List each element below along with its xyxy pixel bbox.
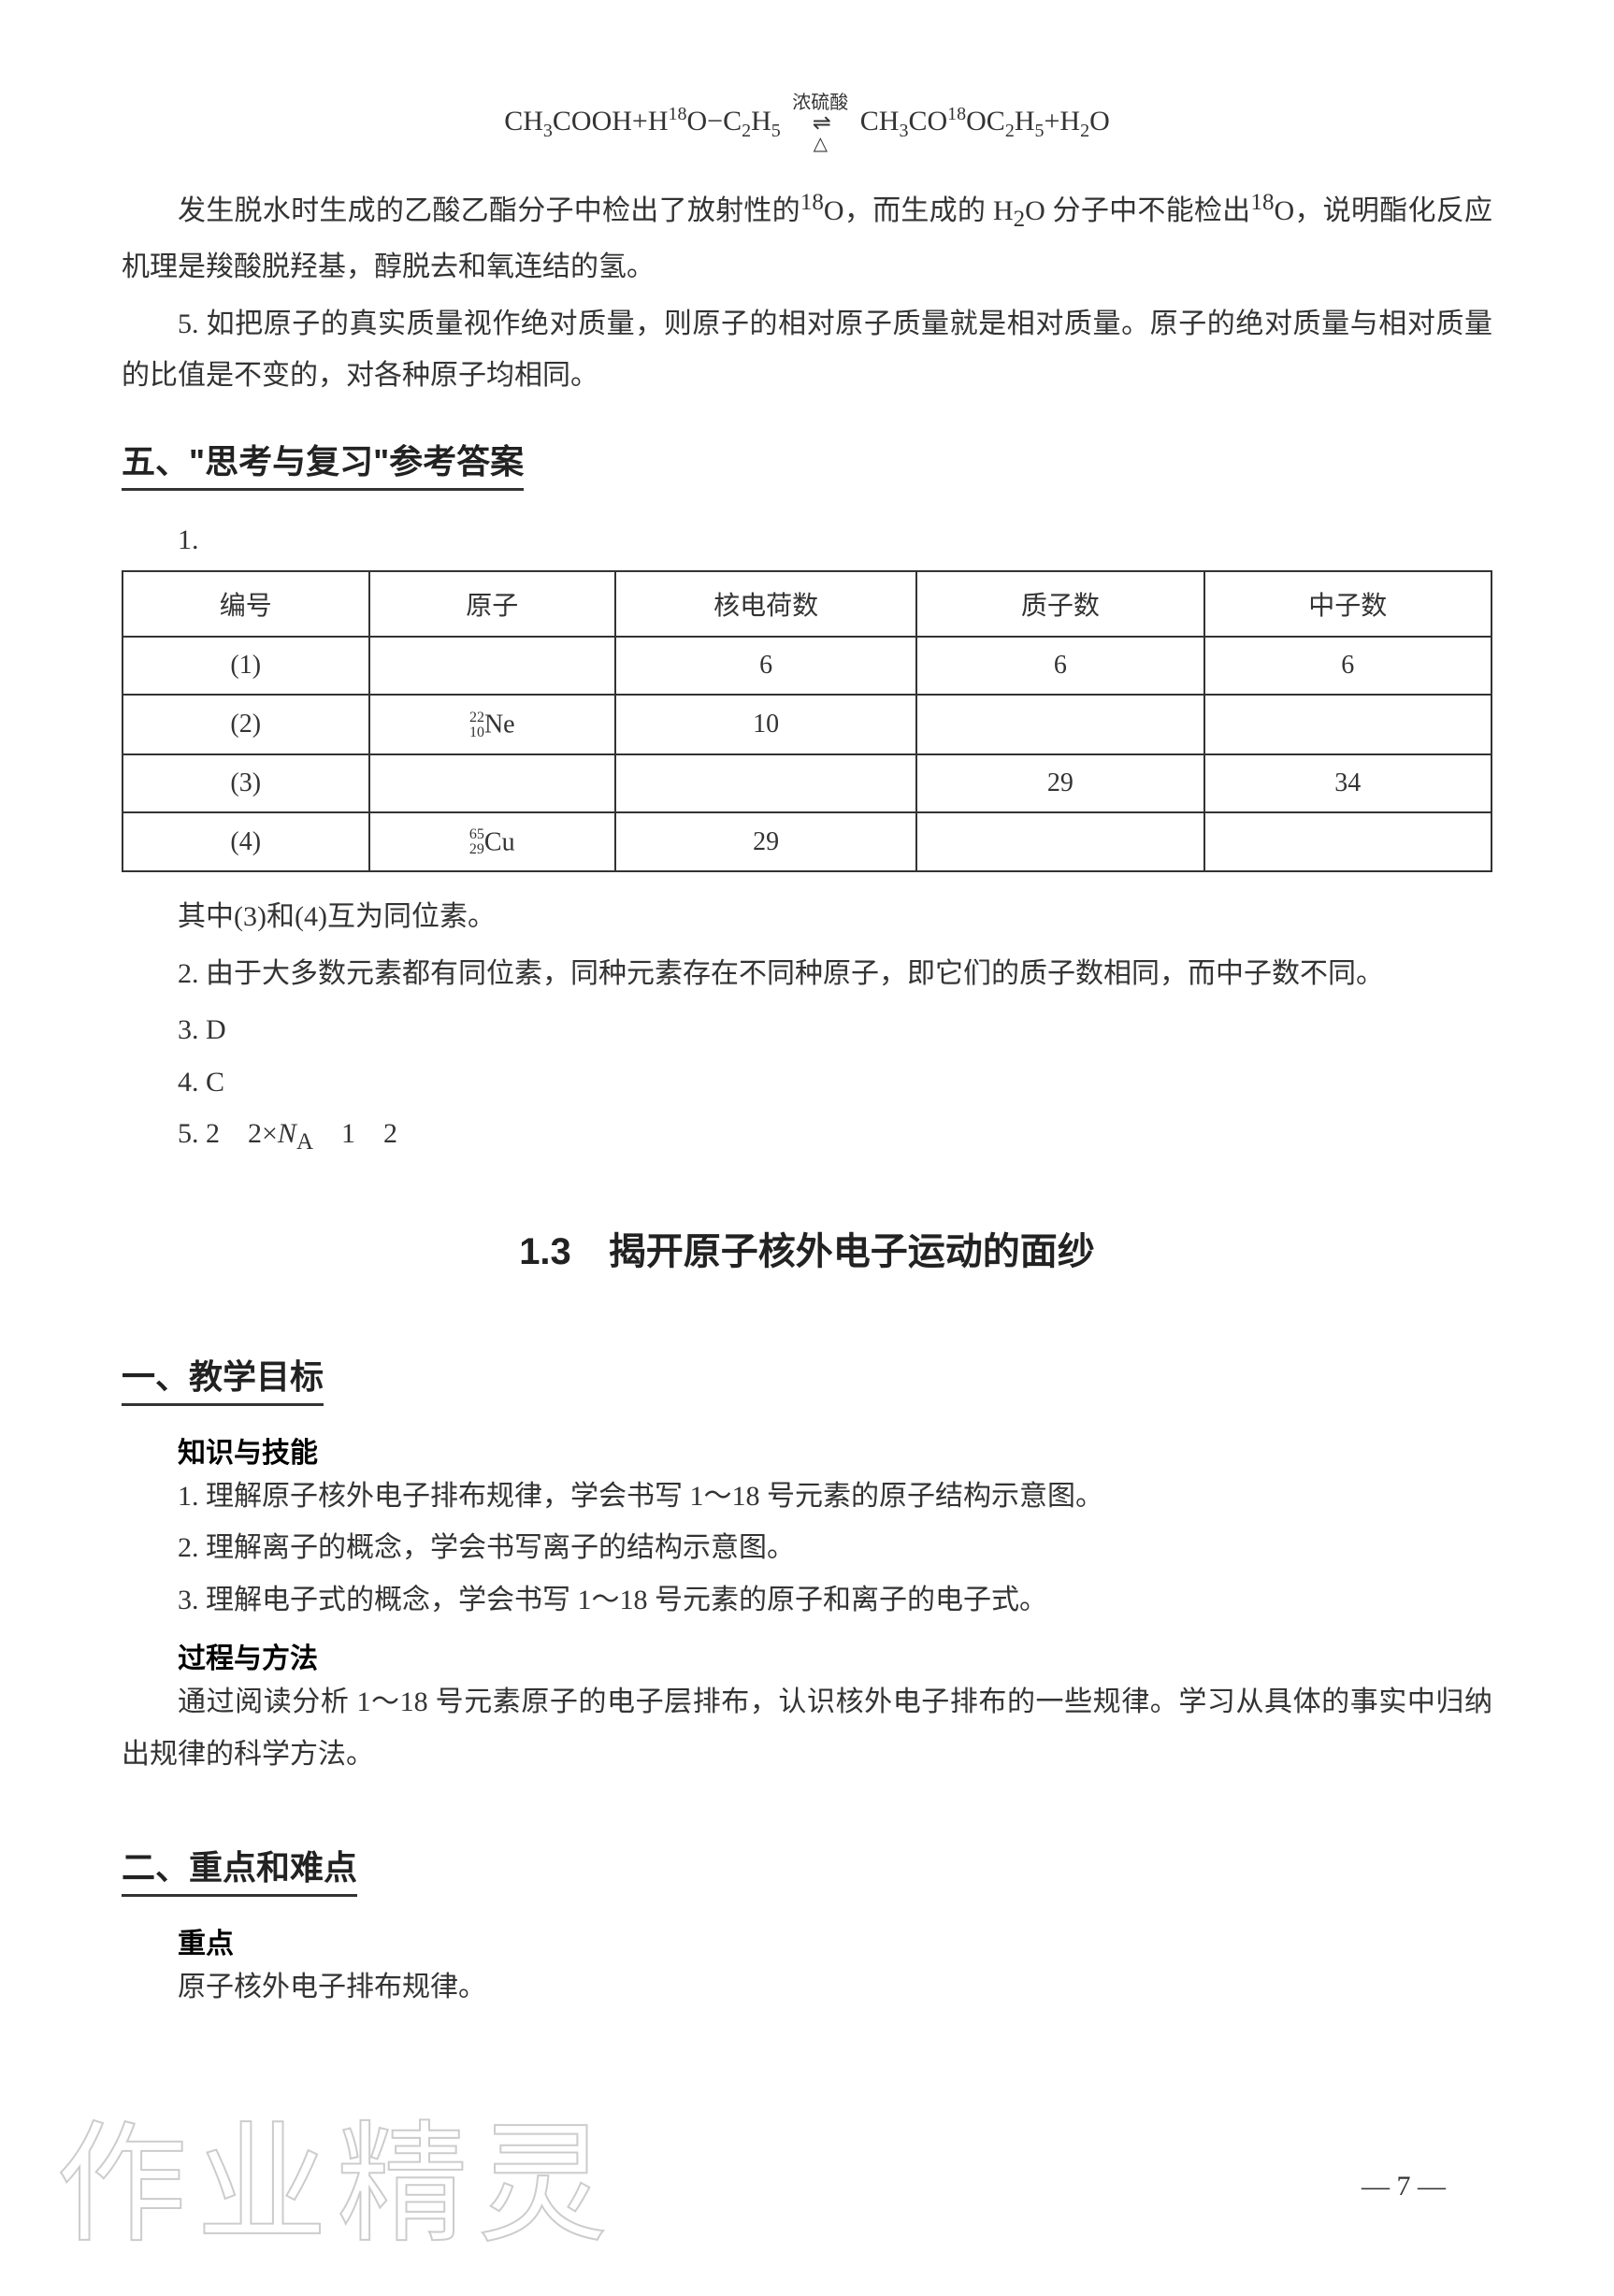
watermark: 作业精灵 (56, 2079, 617, 2268)
table-body: (1)666(2)2210Ne10(3)2934(4)6529Cu29 (122, 637, 1492, 871)
table-cell: 2210Ne (369, 695, 616, 754)
knowledge-skills-heading: 知识与技能 (122, 1429, 1492, 1471)
after-table-note: 其中(3)和(4)互为同位素。 (122, 891, 1492, 943)
table-cell (369, 637, 616, 695)
table-header-cell: 中子数 (1204, 571, 1492, 637)
q2: 2. 由于大多数元素都有同位素，同种元素存在不同种原子，即它们的质子数相同，而中… (122, 948, 1492, 1000)
table-header-cell: 原子 (369, 571, 616, 637)
table-header-cell: 质子数 (916, 571, 1203, 637)
table-cell (916, 695, 1203, 754)
isotope-table: 编号原子核电荷数质子数中子数 (1)666(2)2210Ne10(3)2934(… (122, 570, 1492, 872)
table-header-cell: 核电荷数 (615, 571, 916, 637)
table-cell: (3) (122, 754, 369, 812)
key-point-para: 原子核外电子排布规律。 (122, 1961, 1492, 2014)
table-cell (1204, 812, 1492, 872)
table-cell: (1) (122, 637, 369, 695)
table-cell: 34 (1204, 754, 1492, 812)
section-5-heading: 五、"思考与复习"参考答案 (122, 435, 524, 491)
table-cell: 6529Cu (369, 812, 616, 872)
table-cell (1204, 695, 1492, 754)
intro-para-2: 5. 如把原子的真实质量视作绝对质量，则原子的相对原子质量就是相对质量。原子的绝… (122, 298, 1492, 402)
table-cell: 29 (916, 754, 1203, 812)
process-method-para: 通过阅读分析 1～18 号元素原子的电子层排布，认识核外电子排布的一些规律。学习… (122, 1676, 1492, 1780)
q1-label: 1. (122, 514, 1492, 567)
process-method-heading: 过程与方法 (122, 1635, 1492, 1676)
key-point-heading: 重点 (122, 1920, 1492, 1961)
q4: 4. C (122, 1056, 1492, 1109)
table-header-row: 编号原子核电荷数质子数中子数 (122, 571, 1492, 637)
table-cell: 6 (1204, 637, 1492, 695)
table-cell: 29 (615, 812, 916, 872)
intro-para-1: 发生脱水时生成的乙酸乙酯分子中检出了放射性的18O，而生成的 H2O 分子中不能… (122, 181, 1492, 294)
q5: 5. 2 2×NA 1 2 (122, 1108, 1492, 1164)
table-row: (4)6529Cu29 (122, 812, 1492, 872)
goal-item-1: 1. 理解原子核外电子排布规律，学会书写 1～18 号元素的原子结构示意图。 (122, 1471, 1492, 1523)
table-cell (615, 754, 916, 812)
teaching-goals-heading: 一、教学目标 (122, 1350, 324, 1406)
equation-rhs: CH3CO18OC2H5+H2O (860, 106, 1110, 136)
table-cell: 10 (615, 695, 916, 754)
table-row: (2)2210Ne10 (122, 695, 1492, 754)
key-difficult-heading: 二、重点和难点 (122, 1841, 357, 1897)
page-number: — 7 — (1362, 2171, 1446, 2203)
table-row: (3) 2934 (122, 754, 1492, 812)
table-row: (1)666 (122, 637, 1492, 695)
table-cell: (2) (122, 695, 369, 754)
goal-item-2: 2. 理解离子的概念，学会书写离子的结构示意图。 (122, 1522, 1492, 1574)
table-cell: 6 (615, 637, 916, 695)
equation-lhs: CH3COOH+H18O−C2H5 (504, 106, 781, 136)
goal-item-3: 3. 理解电子式的概念，学会书写 1～18 号元素的原子和离子的电子式。 (122, 1574, 1492, 1627)
table-header-cell: 编号 (122, 571, 369, 637)
table-cell: 6 (916, 637, 1203, 695)
table-cell (916, 812, 1203, 872)
table-cell (369, 754, 616, 812)
section-1-3-title: 1.3 揭开原子核外电子运动的面纱 (122, 1221, 1492, 1275)
reaction-arrow: 浓硫酸 ⇌ △ (792, 93, 848, 153)
chemical-equation: CH3COOH+H18O−C2H5 浓硫酸 ⇌ △ CH3CO18OC2H5+H… (122, 93, 1492, 153)
table-cell: (4) (122, 812, 369, 872)
q3: 3. D (122, 1004, 1492, 1056)
